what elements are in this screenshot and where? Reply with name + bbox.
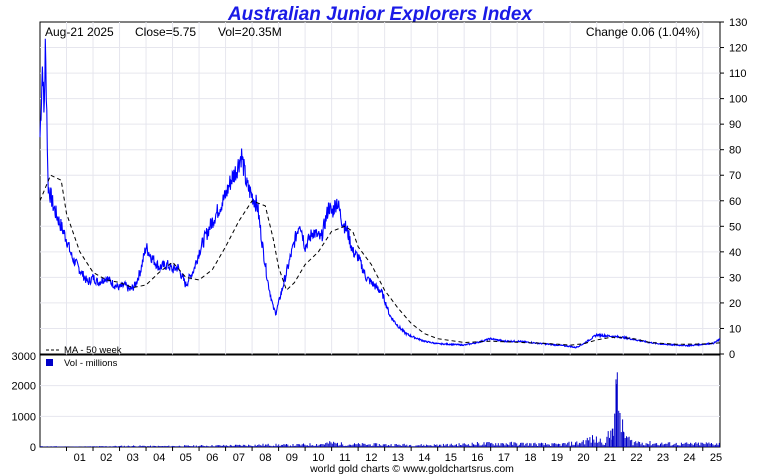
x-tick-label: 13 — [392, 452, 404, 464]
x-tick-label: 17 — [498, 452, 510, 464]
volume-legend-swatch — [46, 359, 53, 366]
x-tick-label: 05 — [180, 452, 192, 464]
x-tick-label: 18 — [524, 452, 536, 464]
volume-grid — [40, 385, 720, 417]
ma-legend-label: MA - 50 week — [64, 345, 122, 356]
x-tick-label: 25 — [710, 452, 722, 464]
x-tick-label: 19 — [551, 452, 563, 464]
price-tick-label: 80 — [729, 145, 741, 157]
x-tick-label: 08 — [259, 452, 271, 464]
price-tick-label: 30 — [729, 272, 741, 284]
x-tick-label: 22 — [630, 452, 642, 464]
volume-tick-label: 3000 — [12, 351, 36, 363]
ma-50-week-line — [39, 174, 721, 346]
volume-panel: 0 1000 2000 3000 Vol - millions — [12, 351, 721, 454]
price-tick-label: 100 — [729, 94, 747, 106]
price-tick-label: 110 — [729, 68, 747, 80]
volume-legend: Vol - millions — [46, 358, 118, 369]
volume-tick-label: 1000 — [12, 411, 36, 423]
x-tick-label: 10 — [312, 452, 324, 464]
x-tick-label: 16 — [471, 452, 483, 464]
price-frame — [39, 21, 721, 355]
chart-title: Australian Junior Explorers Index — [227, 4, 534, 25]
header-date: Aug-21 2025 — [45, 25, 114, 39]
x-tick-label: 03 — [127, 452, 139, 464]
header-close: Close=5.75 — [135, 25, 196, 39]
x-tick-label: 21 — [604, 452, 616, 464]
volume-tick-label: 0 — [30, 442, 36, 454]
x-tick-label: 14 — [418, 452, 430, 464]
x-tick-label: 09 — [286, 452, 298, 464]
header-change: Change 0.06 (1.04%) — [586, 25, 700, 39]
price-tick-label: 50 — [729, 221, 741, 233]
x-tick-label: 04 — [153, 452, 165, 464]
price-grid — [40, 47, 720, 329]
volume-legend-label: Vol - millions — [64, 358, 118, 369]
x-tick-label: 02 — [100, 452, 112, 464]
price-tick-label: 60 — [729, 196, 741, 208]
price-tick-label: 70 — [729, 170, 741, 182]
x-tick-label: 01 — [74, 452, 86, 464]
price-tick-label: 120 — [729, 43, 747, 55]
x-tick-label: 20 — [577, 452, 589, 464]
price-tick-label: 130 — [729, 17, 747, 29]
x-tick-label: 24 — [683, 452, 695, 464]
price-tick-label: 20 — [729, 298, 741, 310]
ma-legend: MA - 50 week — [46, 345, 122, 356]
x-tick-label: 12 — [365, 452, 377, 464]
volume-y-axis: 0 1000 2000 3000 — [12, 351, 36, 454]
volume-bars — [40, 372, 720, 447]
footer-credit: world gold charts © www.goldchartsrus.co… — [309, 463, 514, 475]
x-tick-label: 06 — [206, 452, 218, 464]
price-y-axis: 0 10 20 30 40 50 60 70 80 90 100 110 120 130 — [720, 17, 747, 361]
x-axis: 01 02 03 04 05 06 07 08 09 10 11 12 13 14 15 16 17 18 19 20… — [66, 447, 722, 464]
price-line — [39, 38, 721, 349]
x-tick-label: 11 — [339, 452, 350, 464]
x-tick-label: 15 — [445, 452, 457, 464]
volume-tick-label: 2000 — [12, 381, 36, 393]
x-tick-label: 23 — [657, 452, 669, 464]
price-tick-label: 40 — [729, 247, 741, 259]
x-tick-label: 07 — [233, 452, 245, 464]
price-tick-label: 90 — [729, 119, 741, 131]
volume-frame — [39, 354, 721, 448]
price-tick-label: 10 — [729, 323, 741, 335]
header-volume: Vol=20.35M — [218, 25, 282, 39]
price-tick-label: 0 — [729, 349, 735, 361]
